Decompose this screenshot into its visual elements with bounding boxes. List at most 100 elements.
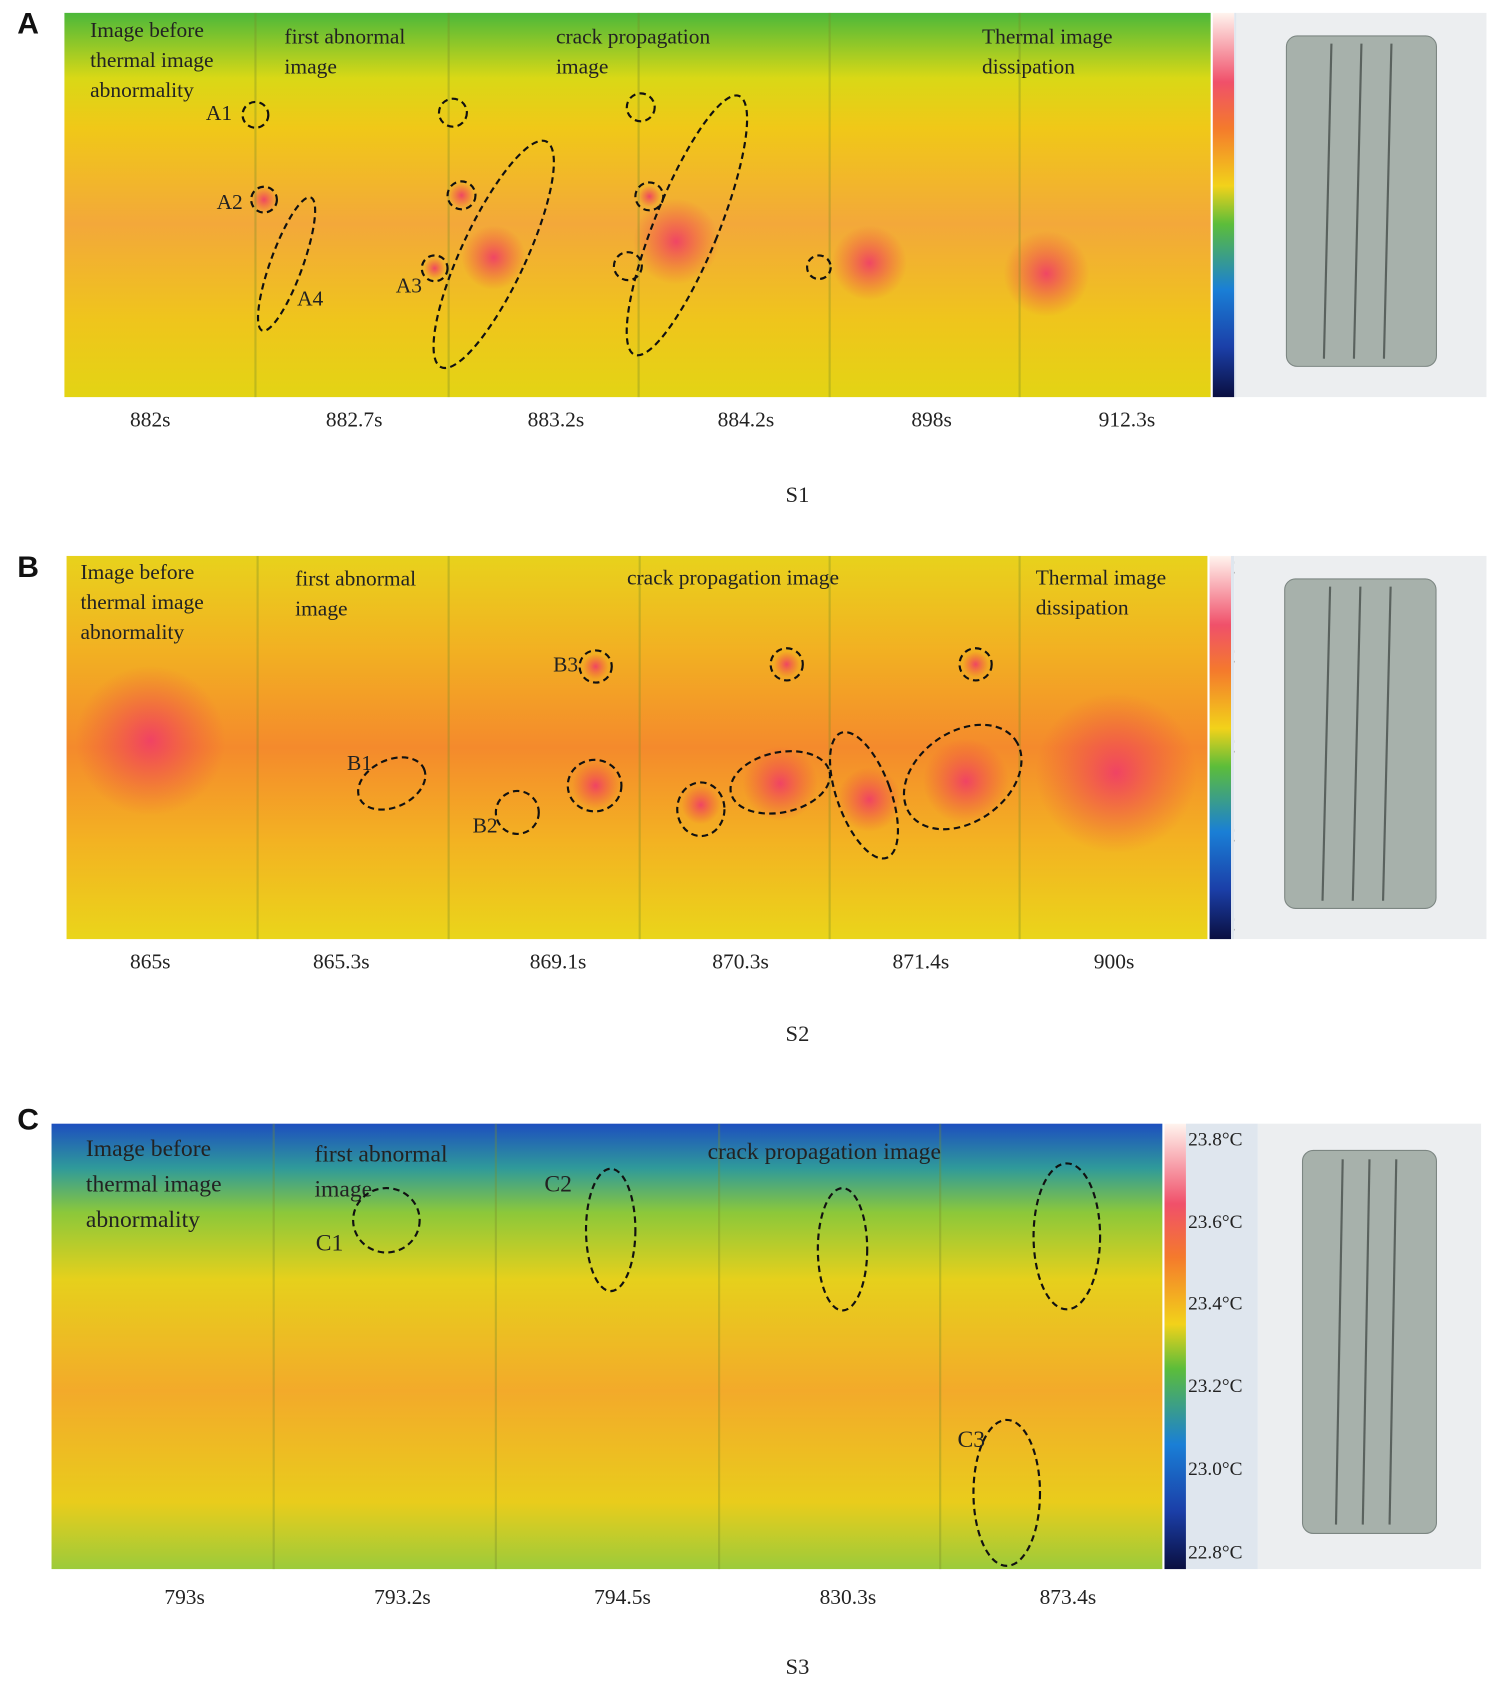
rock-specimen [1285,35,1437,367]
hot-spot [742,745,818,822]
sample-label: S1 [786,482,810,507]
colorbar-tick-label: 23.6°C [1188,1212,1242,1233]
annotation: crack propagation image [708,1139,941,1165]
colorbar-tick-label: 23.0°C [1188,1459,1242,1480]
marker-label: B3 [553,652,578,676]
time-label: 793.2s [374,1585,431,1609]
hot-spot [923,738,1009,825]
annotation: dissipation [1036,596,1129,620]
rock-crack [1334,1159,1344,1525]
hot-spot [461,225,526,290]
time-label: 871.4s [893,950,950,974]
time-label: 884.2s [718,408,775,432]
time-label: 882s [130,408,171,432]
marker-label: A3 [396,274,422,298]
annotation: thermal image [86,1171,222,1197]
marker-outline [357,756,427,811]
thermal-strip [66,555,1208,940]
marker-outline [352,1187,421,1254]
marker-label: B1 [347,751,372,775]
marker-outline [256,196,317,332]
colorbar-tick-label: 23.2°C [1188,1376,1242,1397]
colorbar-label-area [1231,555,1235,940]
time-label: 794.5s [594,1585,651,1609]
marker-outline [446,180,477,211]
hot-spot [1035,692,1197,854]
hot-spot [251,186,277,213]
hot-spot [448,182,475,209]
annotation: crack propagation [556,25,711,49]
marker-outline [578,649,613,684]
hot-spot [633,198,720,285]
rock-crack [1322,43,1333,359]
marker-label: A2 [217,190,243,214]
colorbar-label-area [1185,1123,1258,1570]
time-label: 883.2s [528,408,585,432]
panel-letter: C [17,1103,39,1136]
rock-crack [1352,43,1363,359]
marker-outline [494,789,540,835]
time-label: 870.3s [712,950,769,974]
panel: C 23.8°C 23.6°C 23.4°C 23.2°C 23.0°C 22.8°C Ima… [17,1103,1482,1679]
annotation: thermal image [81,590,204,614]
colorbar-label-area [1234,12,1237,398]
annotation: image [556,55,608,79]
colorbar-tick-label: 23.8°C [1188,1129,1242,1150]
sample-label: S2 [786,1021,810,1046]
rock-crack [1361,1159,1371,1525]
marker-outline [806,254,832,281]
marker-outline [816,1187,869,1312]
time-label: 912.3s [1099,408,1156,432]
marker-outline [584,1167,637,1293]
hot-spot [773,651,800,678]
rock-specimen [1301,1149,1437,1534]
sample-label: S3 [786,1654,810,1679]
time-label: 898s [911,408,952,432]
annotation: first abnormal [295,567,416,591]
annotation: crack propagation image [627,565,839,589]
annotation: Thermal image [1036,565,1166,589]
time-label: 865s [130,950,171,974]
hot-spot [75,665,226,816]
marker-outline [729,750,832,815]
panel-letter: B [17,551,39,584]
colorbar [1209,555,1232,940]
time-label: 869.1s [530,950,587,974]
marker-label: B2 [473,813,498,837]
marker-label: C1 [316,1230,344,1256]
marker-outline [566,758,623,813]
rock-crack [1381,586,1392,901]
hot-spot [831,225,907,301]
annotation: abnormality [81,620,185,644]
colorbar [1164,1123,1186,1570]
marker-outline [828,731,900,860]
time-label: 830.3s [820,1585,877,1609]
annotation: image [284,55,336,79]
annotation: abnormality [90,78,194,102]
marker-label: A1 [206,101,232,125]
marker-outline [625,92,656,123]
time-label: 900s [1094,950,1135,974]
hot-spot [582,653,609,680]
marker-outline [676,781,726,838]
rock-crack [1382,43,1393,359]
annotation: Image before [86,1136,211,1162]
marker-outline [625,94,749,357]
marker-outline [420,254,449,283]
marker-outline [972,1418,1042,1567]
rock-crack [1388,1159,1398,1525]
hot-spot [638,185,661,208]
annotation: thermal image [90,48,213,72]
thermal-strip [51,1123,1163,1570]
rock-crack [1351,586,1362,901]
marker-outline [437,97,468,128]
colorbar-tick-label: 23.4°C [1188,1294,1242,1315]
marker-outline [250,185,278,214]
time-label: 865.3s [313,950,370,974]
rock-specimen [1284,578,1437,909]
marker-label: A4 [297,286,323,310]
panel-letter: A [17,8,39,41]
